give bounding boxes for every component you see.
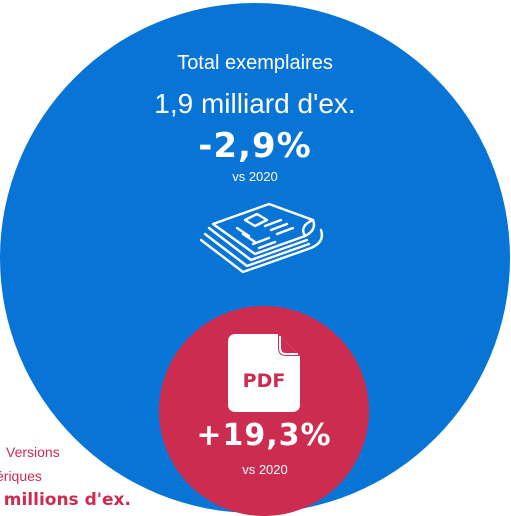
digital-caption-value: 6 millions d'ex.	[0, 490, 131, 510]
total-comparison: vs 2020	[232, 169, 278, 184]
total-value: 1,9 milliard d'ex.	[154, 88, 356, 119]
digital-change: +19,3%	[196, 418, 332, 453]
total-label: Total exemplaires	[177, 52, 333, 74]
digital-comparison: vs 2020	[242, 462, 288, 477]
pdf-icon-text: PDF	[243, 370, 286, 392]
total-change: -2,9%	[198, 126, 312, 166]
newspaper-icon	[199, 202, 324, 274]
pdf-file-icon: PDF	[228, 334, 300, 412]
digital-caption-line1: Versions	[6, 444, 60, 460]
digital-caption-line2: ériques	[0, 468, 42, 484]
